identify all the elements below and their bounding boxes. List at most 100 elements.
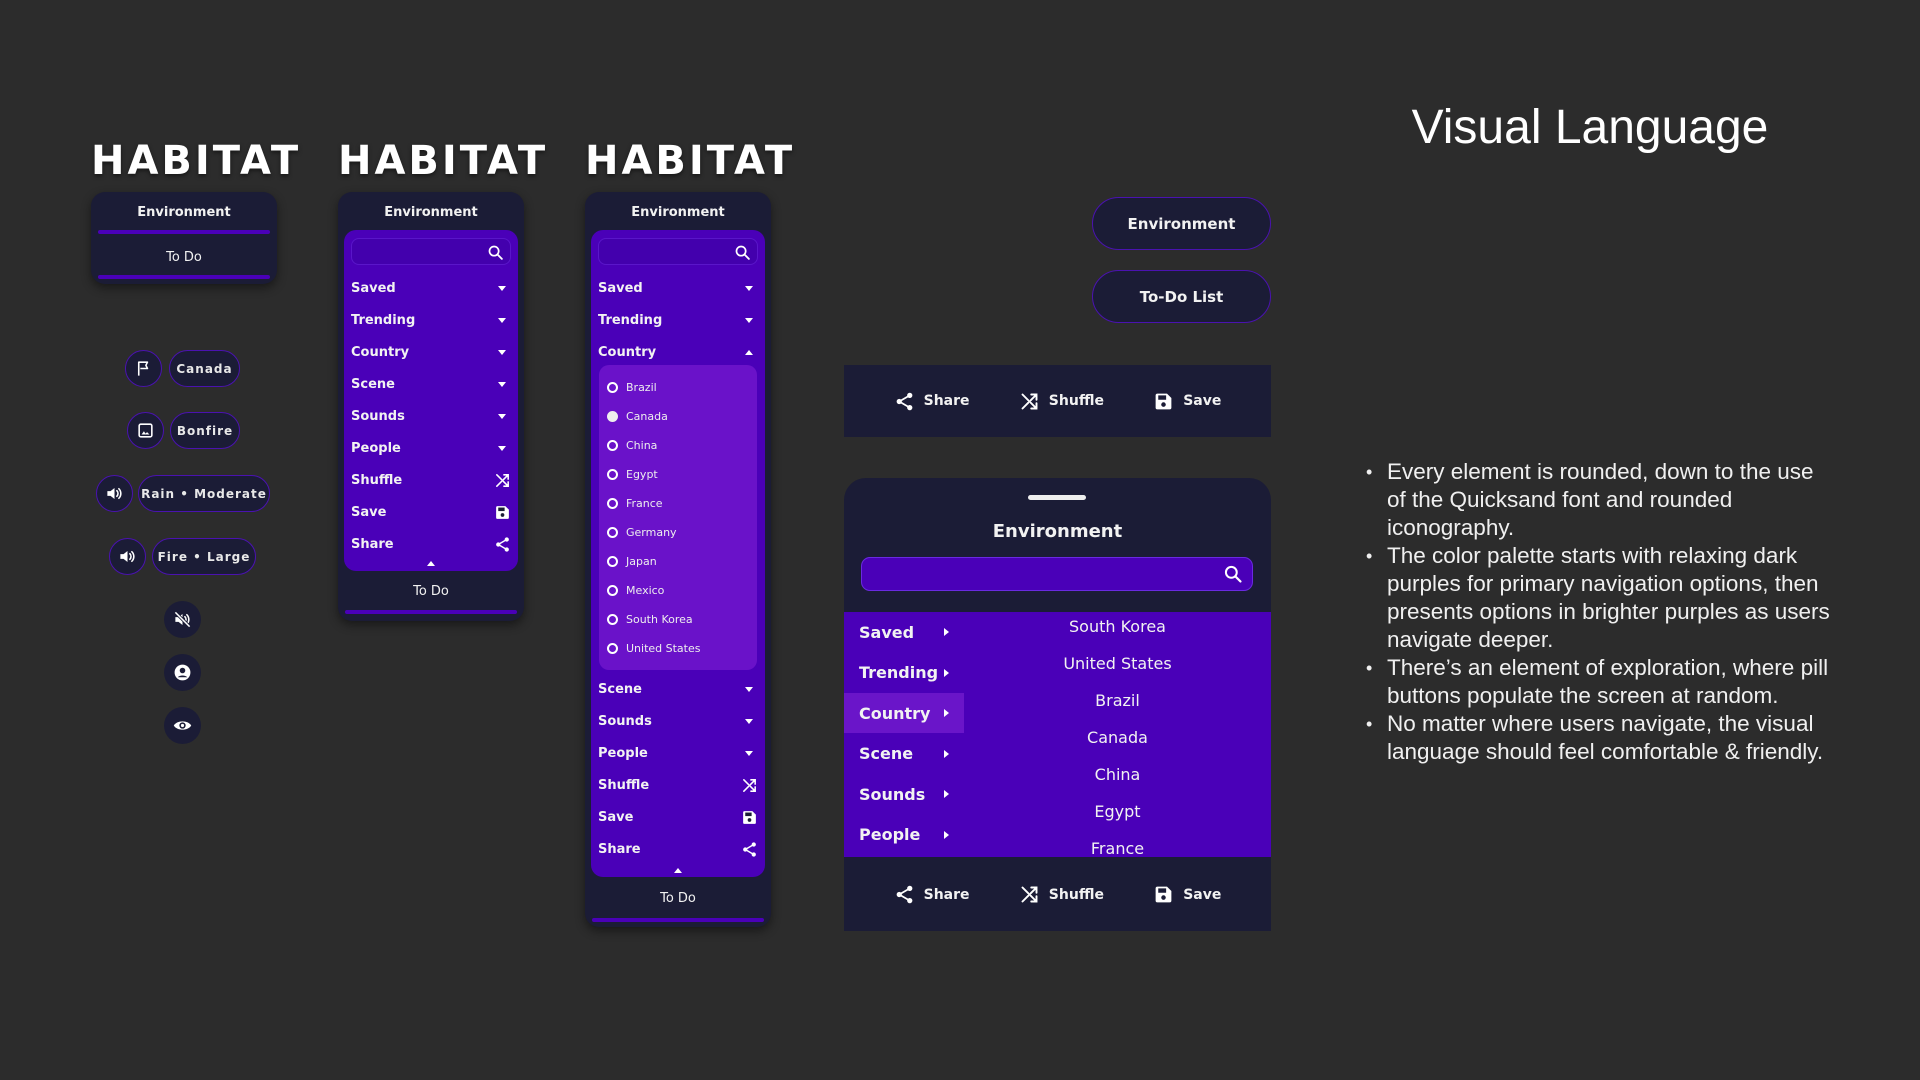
bullet: There’s an element of exploration, where… — [1366, 654, 1836, 710]
menu-item-shuffle[interactable]: Shuffle — [598, 772, 758, 798]
bottom-sheet: Environment Saved Trending Country Scene Sou… — [844, 478, 1271, 931]
country-radio-brazil[interactable]: Brazil — [607, 377, 657, 397]
radio-icon — [607, 526, 618, 538]
menu-area: Saved Trending Country Brazil Canada China Eg… — [591, 230, 765, 877]
menu-item-label: Save — [598, 809, 634, 825]
search-input[interactable] — [598, 238, 758, 265]
todo-list-button[interactable]: To-Do List — [1092, 270, 1271, 323]
environment-button[interactable]: Environment — [1092, 197, 1271, 250]
pill-bonfire[interactable]: Bonfire — [170, 412, 240, 449]
sheet-country-item[interactable]: Brazil — [1095, 691, 1140, 710]
shuffle-button[interactable]: Shuffle — [1019, 391, 1104, 412]
habitat-logo: HABITAT — [91, 138, 302, 184]
share-button[interactable]: Share — [894, 391, 970, 412]
sheet-menu-area: Saved Trending Country Scene Sounds People Sou… — [844, 612, 1271, 857]
menu-item-scene[interactable]: Scene — [598, 676, 758, 702]
caret-down-icon — [498, 445, 506, 451]
habitat-logo: HABITAT — [338, 138, 549, 184]
collapse-caret-icon[interactable] — [427, 561, 435, 566]
environment-tab[interactable]: Environment — [384, 205, 478, 220]
menu-item-country[interactable]: Country — [351, 339, 511, 365]
caret-down-icon — [498, 285, 506, 291]
sheet-search-input[interactable] — [861, 557, 1253, 591]
country-radio-south-korea[interactable]: South Korea — [607, 609, 693, 629]
shuffle-button[interactable]: Shuffle — [1019, 884, 1104, 905]
radio-icon — [607, 410, 618, 422]
save-label: Save — [1183, 393, 1222, 409]
search-input[interactable] — [351, 238, 511, 265]
sheet-country-item[interactable]: South Korea — [1069, 617, 1166, 636]
flag-icon-button[interactable] — [125, 350, 162, 387]
share-button[interactable]: Share — [894, 884, 970, 905]
menu-item-trending[interactable]: Trending — [598, 307, 758, 333]
country-label: United States — [626, 641, 701, 655]
habitat-logo: HABITAT — [585, 138, 796, 184]
menu-item-people[interactable]: People — [598, 740, 758, 766]
sheet-country-item[interactable]: France — [1090, 839, 1145, 857]
sheet-country-item[interactable]: United States — [1063, 654, 1172, 673]
todo-tab[interactable]: To Do — [166, 250, 202, 265]
menu-item-share[interactable]: Share — [351, 531, 511, 557]
menu-item-label: Country — [859, 703, 931, 723]
caret-down-icon — [745, 750, 753, 756]
caret-right-icon — [944, 830, 949, 839]
volume-icon-button[interactable] — [96, 475, 133, 512]
share-label: Share — [923, 886, 970, 903]
menu-item-people[interactable]: People — [351, 435, 511, 461]
save-button[interactable]: Save — [1153, 884, 1221, 905]
menu-item-sounds[interactable]: Sounds — [351, 403, 511, 429]
sheet-menu-people[interactable]: People — [844, 815, 964, 855]
menu-item-label: Scene — [598, 681, 642, 697]
menu-item-sounds[interactable]: Sounds — [598, 708, 758, 734]
volume-icon-button[interactable] — [109, 538, 146, 575]
sheet-menu-country[interactable]: Country — [844, 693, 964, 733]
mute-button[interactable] — [164, 601, 201, 638]
collapse-caret-icon[interactable] — [674, 868, 682, 873]
country-radio-france[interactable]: France — [607, 493, 663, 513]
shuffle-icon — [494, 472, 511, 489]
menu-item-country[interactable]: Country — [598, 339, 758, 365]
shuffle-icon — [741, 777, 758, 794]
environment-tab[interactable]: Environment — [631, 205, 725, 220]
menu-item-label: Sounds — [598, 713, 652, 729]
country-radio-egypt[interactable]: Egypt — [607, 464, 658, 484]
pill-canada[interactable]: Canada — [169, 350, 240, 387]
environment-tab[interactable]: Environment — [137, 205, 231, 220]
save-button[interactable]: Save — [1153, 391, 1221, 412]
sheet-country-item[interactable]: China — [1094, 765, 1141, 784]
menu-item-label: Trending — [351, 312, 416, 328]
menu-item-shuffle[interactable]: Shuffle — [351, 467, 511, 493]
menu-item-share[interactable]: Share — [598, 836, 758, 862]
country-label: China — [626, 438, 658, 452]
menu-item-save[interactable]: Save — [351, 499, 511, 525]
caret-down-icon — [745, 686, 753, 692]
menu-item-scene[interactable]: Scene — [351, 371, 511, 397]
sheet-menu-trending[interactable]: Trending — [844, 653, 964, 693]
account-button[interactable] — [164, 654, 201, 691]
country-radio-united-states[interactable]: United States — [607, 638, 701, 658]
sheet-country-item[interactable]: Canada — [1087, 728, 1148, 747]
todo-tab[interactable]: To Do — [660, 891, 696, 906]
menu-item-label: Share — [351, 536, 394, 552]
image-icon-button[interactable] — [127, 412, 164, 449]
country-radio-germany[interactable]: Germany — [607, 522, 677, 542]
pill-rain[interactable]: Rain • Moderate — [138, 475, 270, 512]
eye-button[interactable] — [164, 707, 201, 744]
sheet-menu-scene[interactable]: Scene — [844, 734, 964, 774]
menu-item-saved[interactable]: Saved — [598, 275, 758, 301]
country-radio-canada[interactable]: Canada — [607, 406, 668, 426]
country-radio-mexico[interactable]: Mexico — [607, 580, 664, 600]
pill-fire[interactable]: Fire • Large — [152, 538, 256, 575]
drag-handle[interactable] — [1028, 495, 1086, 500]
todo-tab[interactable]: To Do — [413, 584, 449, 599]
menu-item-label: Country — [351, 344, 410, 360]
menu-item-trending[interactable]: Trending — [351, 307, 511, 333]
sheet-menu-sounds[interactable]: Sounds — [844, 774, 964, 814]
menu-item-saved[interactable]: Saved — [351, 275, 511, 301]
menu-item-label: Shuffle — [351, 472, 403, 488]
sheet-country-item[interactable]: Egypt — [1094, 802, 1141, 821]
country-radio-china[interactable]: China — [607, 435, 657, 455]
menu-item-save[interactable]: Save — [598, 804, 758, 830]
sheet-menu-saved[interactable]: Saved — [844, 612, 964, 652]
country-radio-japan[interactable]: Japan — [607, 551, 657, 571]
